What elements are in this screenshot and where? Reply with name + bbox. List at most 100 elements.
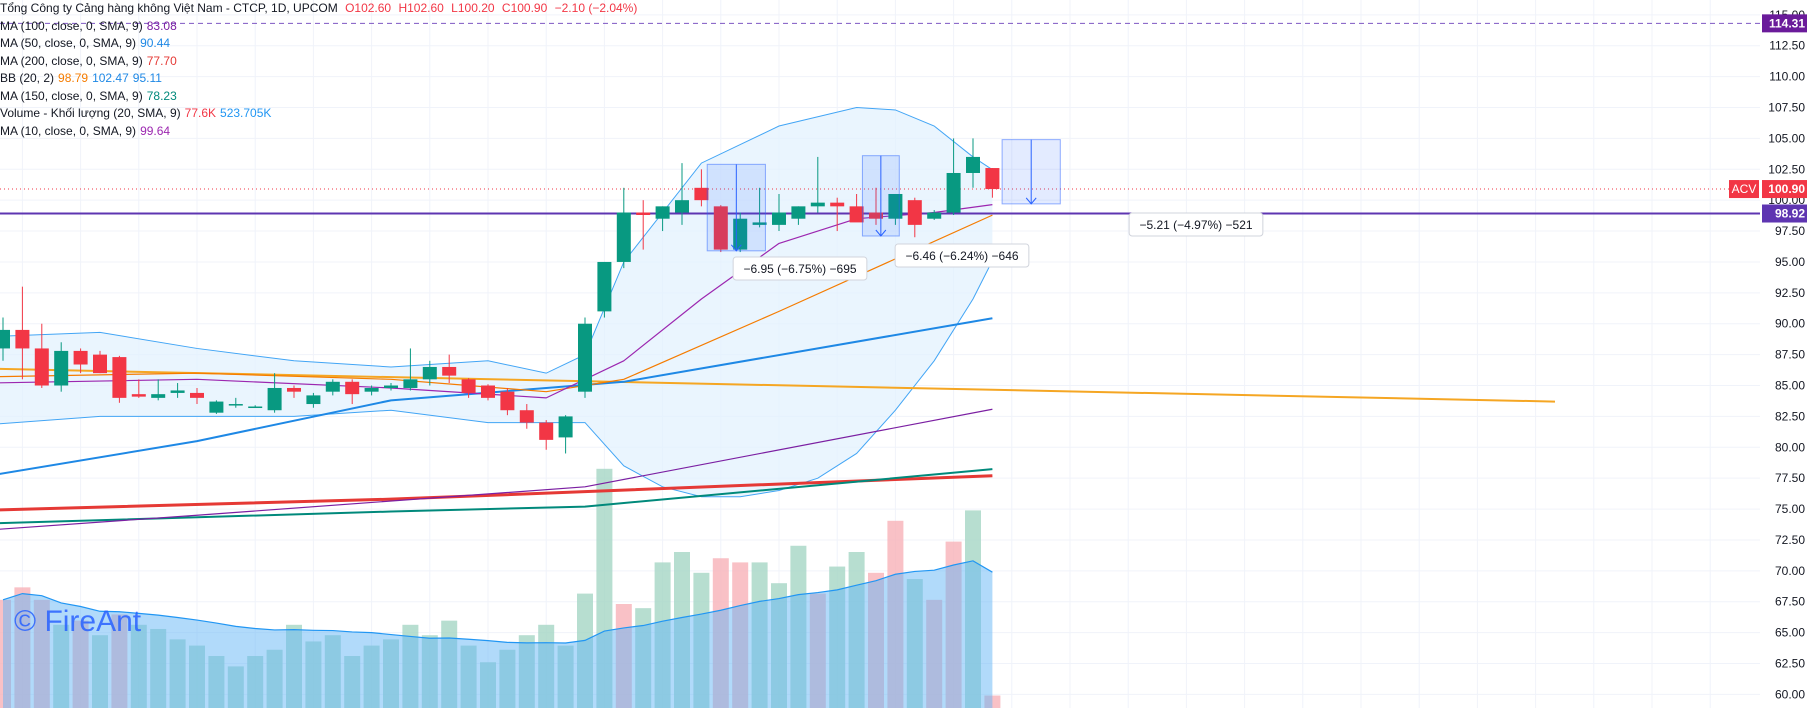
legend-row-label: BB (20, 2) bbox=[0, 71, 55, 85]
price-tag-last: 100.90 bbox=[1768, 182, 1805, 196]
axis-tick-label: 90.00 bbox=[1775, 317, 1805, 331]
measure-label-bg bbox=[1128, 212, 1264, 237]
candle-body bbox=[170, 390, 185, 393]
legend-row-label: MA (200, close, 0, SMA, 9) bbox=[0, 53, 143, 68]
axis-tick-label: 92.50 bbox=[1775, 286, 1805, 300]
candle-body bbox=[578, 323, 592, 392]
candle-body bbox=[558, 416, 573, 438]
candle-body bbox=[325, 381, 340, 392]
axis-background bbox=[1760, 0, 1807, 708]
candle-body bbox=[694, 187, 709, 201]
legend-close: C100.90 bbox=[501, 1, 548, 15]
candle-body bbox=[384, 385, 398, 388]
legend-row[interactable]: MA (200, close, 0, SMA, 9) 77.70 bbox=[0, 53, 637, 71]
candle-body bbox=[403, 379, 418, 388]
candle-body bbox=[539, 422, 554, 440]
legend-row[interactable]: BB (20, 2) 98.79 102.47 95.11 bbox=[0, 70, 637, 88]
axis-tick-label: 80.00 bbox=[1775, 440, 1805, 454]
candle-body bbox=[93, 354, 107, 374]
volume-bars bbox=[0, 468, 1001, 708]
candle-body bbox=[675, 200, 689, 213]
axis-tick-label: 62.50 bbox=[1775, 657, 1805, 671]
legend-row[interactable]: MA (50, close, 0, SMA, 9) 90.44 bbox=[0, 35, 637, 53]
axis-tick-label: 107.50 bbox=[1768, 100, 1805, 114]
price-tag-top: 114.31 bbox=[1769, 16, 1805, 30]
candle-body bbox=[112, 357, 127, 398]
axis-tick-label: 75.00 bbox=[1775, 502, 1805, 516]
candle-body bbox=[190, 392, 204, 398]
candle-body bbox=[946, 172, 961, 213]
axis-tick-label: 65.00 bbox=[1775, 626, 1805, 640]
legend-row-value: 77.70 bbox=[146, 53, 177, 68]
trend-line bbox=[0, 367, 1556, 403]
axis-tick-label: 102.50 bbox=[1768, 162, 1805, 176]
candles bbox=[0, 138, 1000, 454]
candle-body bbox=[849, 206, 864, 223]
candle-body bbox=[636, 212, 651, 215]
measure-label: −5.21 (−4.97%) −521 bbox=[1139, 218, 1252, 232]
candle-body bbox=[248, 406, 263, 409]
price-tag-last-bg bbox=[1762, 180, 1807, 199]
measure-label-bg bbox=[894, 243, 1030, 268]
axis-tick-label: 77.50 bbox=[1775, 471, 1805, 485]
ma-line bbox=[0, 474, 993, 512]
ma-line bbox=[0, 408, 993, 530]
candle-body bbox=[907, 200, 922, 225]
legend-change: −2.10 (−2.04%) bbox=[554, 1, 638, 15]
legend-row-value: 95.11 bbox=[132, 71, 162, 85]
legend-row[interactable]: Volume - Khối lượng (20, SMA, 9) 77.6K 523… bbox=[0, 105, 637, 123]
legend-low: L100.20 bbox=[451, 1, 495, 15]
measure-arrow-head bbox=[875, 229, 887, 237]
axis-tick-label: 70.00 bbox=[1775, 564, 1805, 578]
axis-tick-label: 60.00 bbox=[1775, 687, 1805, 701]
legend-row-value: 98.79 bbox=[58, 71, 89, 85]
candle-body bbox=[442, 366, 457, 376]
candle-body bbox=[500, 391, 515, 411]
volume-ma-area bbox=[3, 560, 993, 708]
candle-body bbox=[422, 366, 437, 380]
legend-row[interactable]: MA (10, close, 0, SMA, 9) 99.64 bbox=[0, 123, 637, 141]
legend-row-value: 102.47 bbox=[92, 71, 129, 85]
bb-lower-line bbox=[0, 260, 993, 498]
candle-body bbox=[131, 394, 146, 397]
symbol-tag-bg bbox=[1729, 180, 1759, 199]
axis-tick-label: 112.50 bbox=[1769, 39, 1805, 53]
symbol-tag: ACV bbox=[1732, 182, 1757, 196]
measure-arrow-head bbox=[1025, 197, 1037, 205]
legend-row[interactable]: MA (150, close, 0, SMA, 9) 78.23 bbox=[0, 88, 637, 106]
candle-body bbox=[791, 206, 806, 219]
candle-body bbox=[597, 261, 612, 312]
ma-line bbox=[0, 468, 993, 525]
measure-label: −6.46 (−6.24%) −646 bbox=[905, 249, 1018, 263]
legend-symbol-title: Tổng Công ty Cảng hàng không Việt Nam - … bbox=[0, 1, 338, 15]
axis-tick-label: 95.00 bbox=[1775, 255, 1805, 269]
candle-body bbox=[287, 387, 301, 392]
candle-body bbox=[364, 387, 379, 392]
price-tag-top-bg bbox=[1762, 14, 1807, 33]
candle-body bbox=[73, 350, 88, 365]
volume-ma-line bbox=[2, 560, 993, 644]
axis-tick-label: 82.50 bbox=[1775, 409, 1805, 423]
candle-body bbox=[713, 206, 728, 250]
measure-label-bg bbox=[732, 256, 868, 281]
legend-row-label: Volume - Khối lượng (20, SMA, 9) bbox=[0, 106, 181, 120]
legend-row-value: 99.64 bbox=[140, 123, 171, 138]
legend-row-value: 523.705K bbox=[220, 106, 272, 120]
candle-body bbox=[830, 202, 845, 207]
ma-line bbox=[0, 214, 993, 393]
candle-body bbox=[209, 401, 224, 413]
candle-body bbox=[267, 387, 282, 411]
candle-body bbox=[810, 202, 825, 207]
candle-body bbox=[306, 395, 321, 405]
candle-body bbox=[869, 212, 883, 219]
measure-boxes: −6.95 (−6.75%) −695 −6.46 (−6.24%) −646 −5… bbox=[706, 139, 1264, 281]
candle-body bbox=[15, 329, 30, 349]
fireant-watermark: © FireAnt bbox=[14, 605, 142, 638]
candle-body bbox=[752, 222, 767, 225]
axis-tick-label: 105.00 bbox=[1768, 131, 1805, 145]
price-tag-hline: 98.92 bbox=[1775, 207, 1805, 221]
legend-row-label: MA (10, close, 0, SMA, 9) bbox=[0, 123, 137, 138]
legend-row[interactable]: MA (100, close, 0, SMA, 9) 83.08 bbox=[0, 18, 637, 36]
legend-indicator-rows: MA (100, close, 0, SMA, 9) 83.08 MA (50, c… bbox=[0, 18, 637, 141]
